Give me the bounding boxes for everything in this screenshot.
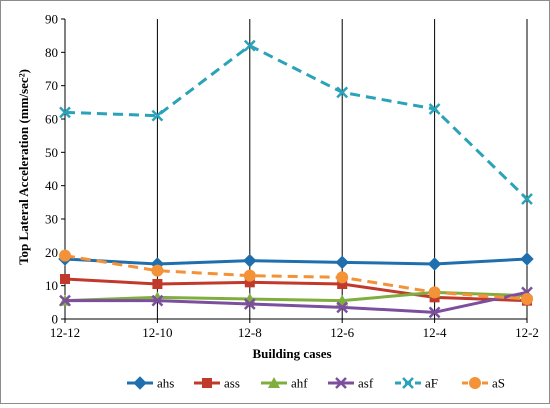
point-asf-12-8 [243,298,256,310]
point-aF-12-2 [521,193,533,205]
point-ass-12-12 [60,274,70,284]
y-tick-label: 60 [45,112,58,127]
point-ass-12-8 [244,277,255,288]
point-asf-12-12 [59,294,71,307]
x-tick-label: 12-12 [50,325,80,340]
x-tick-label: 12-4 [423,325,447,340]
series-line-ass [64,277,528,303]
series-line-ahs [64,257,528,266]
legend-item-ahs: ahs [127,376,174,391]
point-ahs-12-2 [520,252,534,266]
point-aS-12-10 [151,264,164,277]
point-asf-12-6 [336,301,349,314]
point-aF-12-12 [59,106,71,119]
point-ass-12-6 [337,279,348,289]
y-tick-label: 0 [52,312,59,327]
axis-layer: 0 10 20 30 40 50 60 70 80 90 12-12 12-10 12-8 12-6 12-… [45,12,539,341]
point-aF-12-8 [243,39,256,52]
y-tick-label: 10 [45,278,58,293]
y-tick-label: 40 [45,178,58,193]
point-ahs-12-4 [427,257,442,271]
point-aS-12-12 [59,249,71,262]
legend-item-ahf: ahf [261,376,308,391]
point-ass-12-10 [152,279,163,289]
legend-label-ahs: ahs [157,376,174,391]
x-tick-label: 12-6 [330,325,354,340]
x-axis-title: Building cases [252,346,331,361]
y-tick-label: 50 [45,145,58,160]
point-ahs-12-6 [335,255,349,270]
point-ahs-12-8 [243,253,257,268]
x-tick-label: 12-2 [515,325,539,340]
legend-item-ass: ass [194,376,240,391]
point-aS-12-2 [521,293,533,305]
legend: ahs ass ahf asf aF aS [127,376,505,391]
legend-marker-aS [469,377,481,389]
legend-item-aF: aF [395,376,438,391]
legend-marker-ahs [133,376,147,390]
legend-label-aS: aS [492,376,505,391]
series-line-asf [65,290,528,314]
legend-label-asf: asf [358,376,374,391]
legend-item-aS: aS [462,376,505,391]
point-aS-12-6 [336,271,349,284]
legend-label-ass: ass [224,376,240,391]
legend-marker-ass [202,378,212,388]
series-aS [59,249,533,305]
y-tick-label: 80 [45,45,58,60]
point-aF-12-10 [151,109,164,122]
point-asf-12-4 [428,306,441,319]
point-aS-12-4 [428,286,441,299]
legend-marker-aF [402,377,414,389]
legend-label-aF: aF [425,376,438,391]
series-line-aF [64,44,529,201]
series-ahf [59,286,533,306]
legend-label-ahf: ahf [291,376,308,391]
y-axis-title: Top Lateral Acceleration (mm/sec²) [16,69,31,265]
y-tick-label: 20 [45,245,58,260]
x-tick-label: 12-10 [142,325,172,340]
series-line-aS [64,254,528,301]
point-aS-12-8 [243,269,256,282]
series-layer [58,39,534,319]
point-asf-12-10 [151,294,164,307]
point-aF-12-4 [428,103,441,115]
legend-marker-ahf [268,377,280,388]
legend-item-asf: asf [328,376,374,391]
y-tick-label: 70 [45,78,58,93]
series-aF [59,39,533,205]
y-tick-label: 90 [45,12,58,27]
y-tick-label: 30 [45,212,58,227]
point-aF-12-6 [336,86,349,99]
x-tick-label: 12-8 [238,325,262,340]
series-asf [59,286,533,319]
legend-marker-asf [335,377,347,389]
